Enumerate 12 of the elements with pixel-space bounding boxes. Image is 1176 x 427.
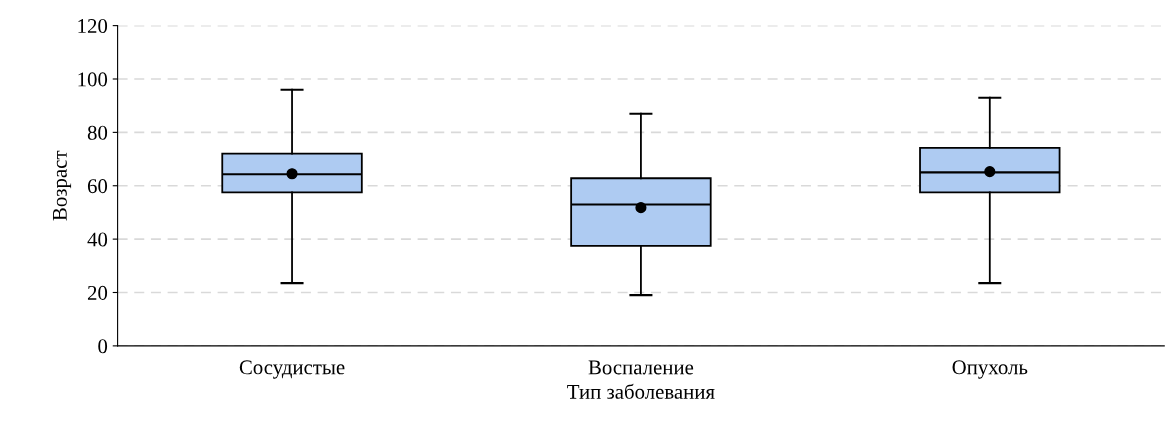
y-tick-label: 40 — [87, 232, 108, 247]
y-tick-label: 0 — [98, 339, 108, 354]
x-tick-label: Воспаление — [588, 360, 694, 375]
y-tick-label: 80 — [87, 125, 108, 140]
y-tick-label: 60 — [87, 179, 108, 194]
y-axis-title: Возраст — [52, 150, 72, 221]
y-tick-label: 120 — [78, 18, 108, 34]
y-tick-label: 100 — [78, 72, 108, 87]
x-axis-title: Тип заболевания — [567, 383, 715, 399]
y-tick-label: 20 — [87, 285, 108, 300]
x-tick-label: Опухоль — [952, 360, 1028, 379]
x-tick-label: Сосудистые — [239, 360, 345, 379]
